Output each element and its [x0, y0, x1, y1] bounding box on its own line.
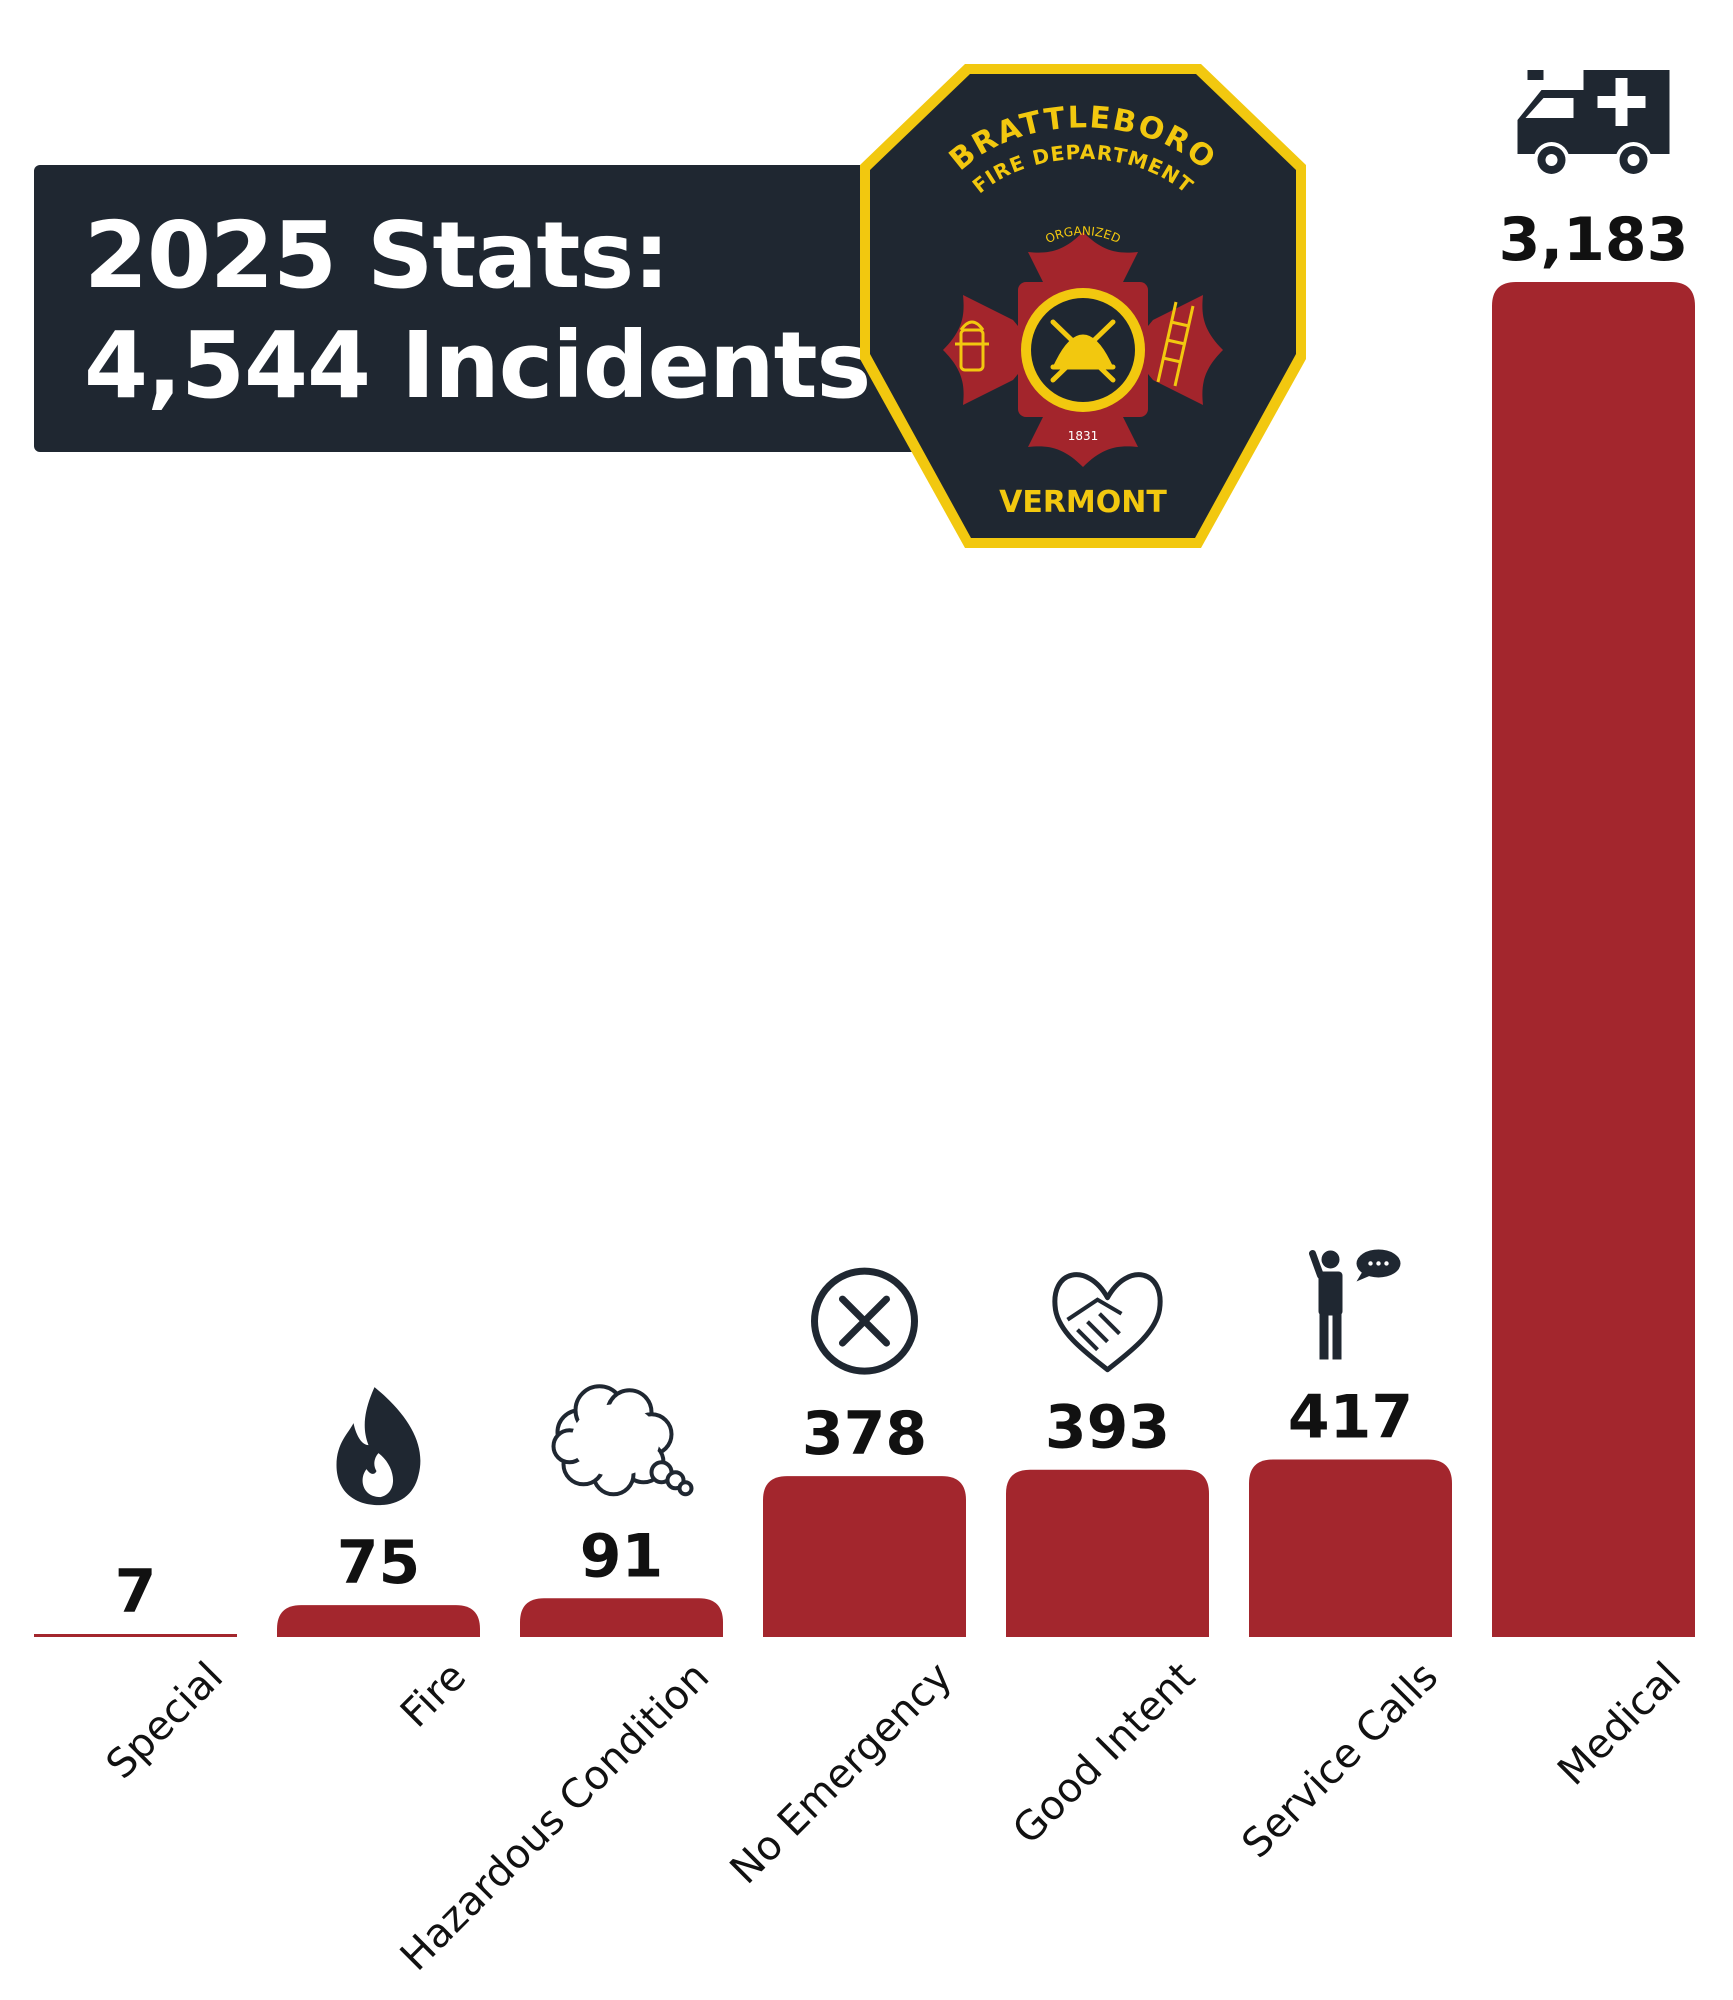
bar-service-calls [1249, 1459, 1452, 1637]
category-label: Medical [1549, 1654, 1690, 1795]
value-label: 417 [1288, 1382, 1413, 1452]
badge-year: 1831 [1068, 429, 1099, 443]
hydrant-icon [955, 320, 989, 372]
chart-title-line-2: 4,544 Incidents [84, 312, 871, 419]
value-label: 393 [1045, 1393, 1170, 1463]
category-label: Service Calls [1233, 1654, 1447, 1868]
category-label: Special [98, 1654, 232, 1788]
category-label: Fire [392, 1654, 475, 1737]
bar-good-intent [1006, 1469, 1209, 1637]
ladder-icon [1156, 301, 1195, 387]
heart-handshake-icon [1052, 1272, 1163, 1373]
value-label: 91 [580, 1521, 664, 1591]
bar-special [34, 1634, 237, 1637]
badge-bottom-text: VERMONT [999, 485, 1167, 520]
bar-fire [277, 1605, 480, 1637]
smoke-cloud-icon [551, 1384, 694, 1497]
person-phone-icon [1309, 1249, 1401, 1360]
chart-title-line-1: 2025 Stats: [84, 202, 670, 309]
bar-medical [1492, 282, 1695, 1637]
category-label: No Emergency [722, 1654, 962, 1894]
circle-x-icon [811, 1267, 918, 1375]
value-label: 7 [115, 1557, 157, 1627]
value-label: 378 [802, 1399, 927, 1469]
ambulance-icon [1517, 70, 1670, 178]
value-label: 3,183 [1499, 205, 1689, 275]
bar-hazardous-condition [520, 1598, 723, 1637]
flame-icon [336, 1387, 421, 1506]
title-box: 2025 Stats: 4,544 Incidents [34, 165, 934, 452]
value-label: 75 [337, 1528, 421, 1598]
helmet-axes-icon [1050, 319, 1116, 383]
fire-department-badge: BRATTLEBORO FIRE DEPARTMENT ORGANIZED 18… [860, 64, 1306, 548]
bar-no-emergency [763, 1476, 966, 1637]
category-label: Good Intent [1004, 1654, 1204, 1854]
